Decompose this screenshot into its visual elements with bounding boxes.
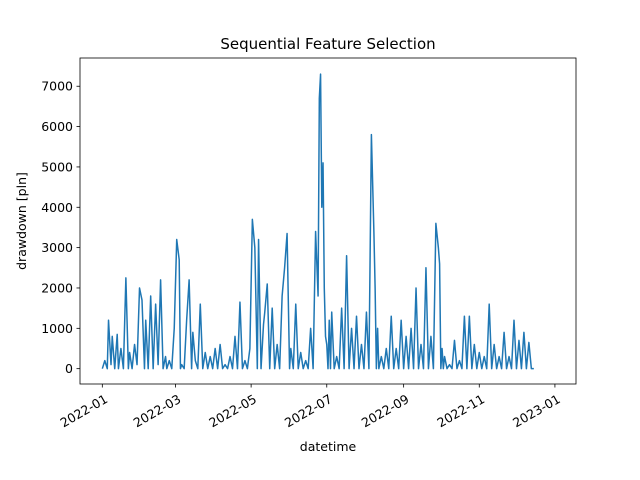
y-tick-label: 5000 — [41, 159, 73, 174]
x-axis-label: datetime — [300, 439, 357, 454]
series-line-drawdown — [101, 73, 534, 370]
y-tick-label: 6000 — [41, 119, 73, 134]
y-tick-label: 4000 — [41, 200, 73, 215]
y-axis-ticks: 0 1000 2000 3000 4000 5000 6000 7000 — [41, 79, 80, 376]
y-tick-label: 3000 — [41, 240, 73, 255]
y-tick-label: 2000 — [41, 280, 73, 295]
axes-frame — [79, 57, 577, 385]
chart-title: Sequential Feature Selection — [220, 35, 435, 53]
y-tick-label: 0 — [65, 361, 73, 376]
y-tick-label: 1000 — [41, 321, 73, 336]
y-tick-label: 7000 — [41, 79, 73, 94]
y-axis-label: drawdown [pln] — [14, 172, 29, 270]
